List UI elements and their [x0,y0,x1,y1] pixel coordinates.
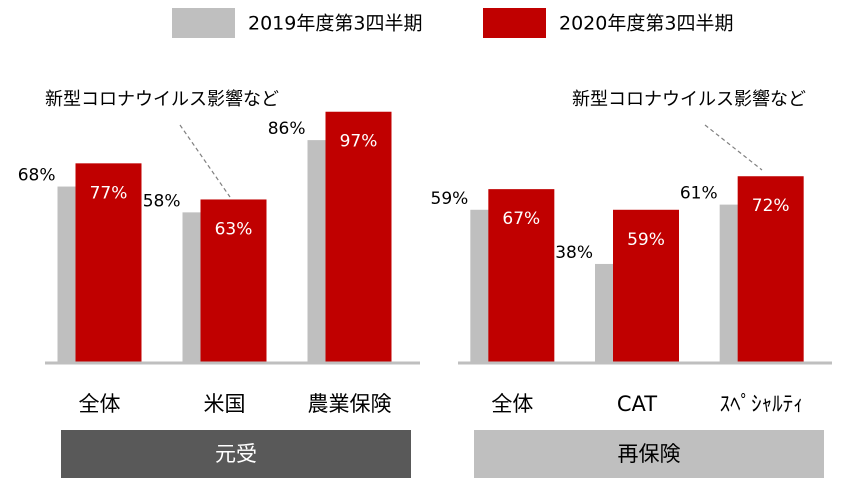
value-label: 38% [555,243,593,263]
value-label: 86% [268,119,306,139]
x-tick-label: 米国 [204,392,246,416]
legend-label: 2019年度第3四半期 [248,13,422,35]
x-tick-label: CAT [617,392,657,416]
value-label: 77% [90,183,128,203]
annotation-leader [179,124,231,198]
bar [200,199,267,362]
group-label: 再保険 [618,442,681,466]
legend-label: 2020年度第3四半期 [559,13,733,35]
value-label: 58% [143,191,181,211]
group-box [61,430,411,478]
x-tick-label: ｽﾍﾟｼｬﾙﾃｨ [720,392,804,416]
value-label: 61% [680,184,718,204]
x-tick-label: 全体 [491,392,533,416]
x-tick-label: 農業保険 [308,392,392,416]
group-label: 元受 [215,442,257,466]
value-label: 63% [215,219,253,239]
value-label: 67% [502,209,540,229]
value-label: 72% [752,196,790,216]
annotation: 新型コロナウイルス影響など [45,89,279,110]
value-label: 68% [18,166,56,186]
x-tick-label: 全体 [79,392,121,416]
bar [737,176,804,362]
annotation-leader [704,124,763,171]
value-label: 59% [627,230,665,250]
bar [325,111,392,363]
legend-swatch [483,8,546,38]
bar [75,163,142,362]
bar [613,209,679,362]
annotation: 新型コロナウイルス影響など [572,89,806,110]
bar [488,189,555,362]
legend-swatch [172,8,235,38]
value-label: 97% [340,132,378,152]
value-label: 59% [431,189,469,209]
group-box [474,430,824,478]
